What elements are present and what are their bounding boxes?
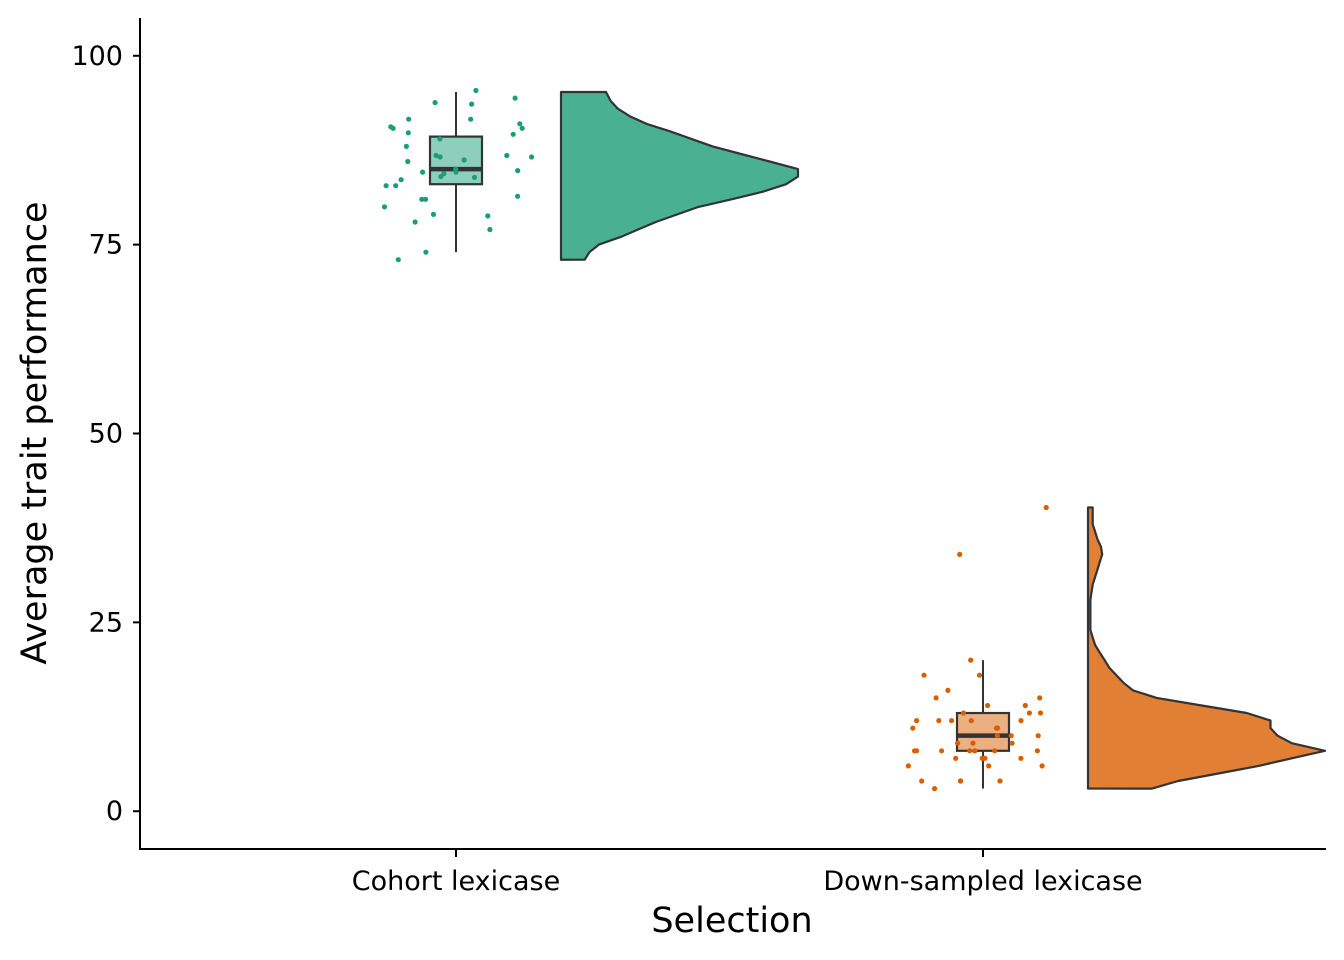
- data-point: [910, 725, 916, 731]
- data-point: [968, 657, 974, 663]
- data-point: [1037, 695, 1043, 701]
- y-tick-label: 0: [106, 796, 123, 827]
- y-tick-label: 50: [89, 419, 123, 450]
- data-point: [398, 177, 404, 183]
- data-point: [1043, 504, 1049, 511]
- data-point: [515, 193, 521, 199]
- data-point: [939, 748, 945, 754]
- data-point: [905, 763, 912, 769]
- boxplot-layer: [428, 92, 1011, 789]
- data-point: [953, 755, 959, 761]
- data-point: [423, 196, 429, 202]
- data-point: [469, 101, 475, 107]
- data-point: [395, 257, 401, 263]
- data-point: [945, 687, 951, 694]
- data-point: [992, 748, 998, 754]
- x-tick-label: Cohort lexicase: [352, 866, 560, 897]
- data-point: [433, 152, 439, 159]
- axes-layer: 0 25 50 75 100 Cohort lexicase Down-sampled l…: [71, 18, 1326, 897]
- box-iqr: [428, 135, 484, 186]
- data-point: [995, 725, 1001, 731]
- y-ticks: 0 25 50 75 100: [71, 41, 140, 827]
- data-point: [921, 672, 927, 678]
- data-point: [393, 183, 399, 189]
- data-point: [468, 116, 474, 122]
- data-point: [997, 778, 1003, 784]
- data-point: [430, 211, 437, 217]
- data-point: [432, 100, 438, 106]
- data-point: [405, 130, 411, 136]
- data-point: [461, 157, 467, 163]
- data-point: [1039, 763, 1045, 769]
- data-point: [510, 131, 516, 137]
- data-point: [438, 174, 444, 180]
- data-point: [1018, 718, 1024, 724]
- x-ticks: Cohort lexicase Down-sampled lexicase: [352, 849, 1143, 897]
- y-tick-label: 100: [71, 41, 123, 72]
- box-iqr: [955, 711, 1011, 752]
- y-tick-label: 75: [89, 230, 123, 261]
- x-tick-label: Down-sampled lexicase: [823, 866, 1142, 897]
- density-cloud: [559, 90, 800, 261]
- data-point: [976, 672, 983, 678]
- data-point: [419, 196, 425, 202]
- data-point: [383, 183, 389, 189]
- data-point: [1009, 740, 1015, 746]
- data-point: [1034, 748, 1040, 754]
- data-point: [1018, 755, 1024, 761]
- data-point: [949, 718, 955, 724]
- data-point: [1035, 733, 1041, 739]
- data-point: [423, 249, 429, 255]
- data-point: [529, 154, 535, 160]
- data-point: [485, 213, 491, 219]
- data-point: [437, 136, 443, 142]
- data-point: [406, 116, 412, 122]
- data-point: [967, 748, 973, 754]
- data-point: [473, 87, 479, 94]
- data-point: [955, 740, 961, 746]
- data-point: [519, 125, 525, 131]
- data-point: [957, 551, 963, 558]
- y-tick-label: 25: [89, 607, 123, 638]
- data-point: [487, 226, 493, 233]
- data-point: [933, 695, 939, 701]
- data-point: [914, 718, 920, 724]
- data-point: [512, 95, 518, 101]
- data-point: [517, 121, 523, 127]
- data-point: [437, 154, 443, 160]
- y-axis-title: Average trait performance: [15, 201, 55, 664]
- data-point: [960, 710, 967, 716]
- data-point: [936, 718, 942, 724]
- data-point: [1008, 733, 1014, 739]
- data-point: [1026, 710, 1032, 716]
- data-point: [453, 166, 459, 172]
- data-point: [985, 702, 991, 709]
- data-point: [932, 786, 938, 792]
- data-point: [420, 169, 426, 175]
- data-point: [982, 755, 988, 761]
- data-point: [515, 168, 521, 174]
- data-point: [471, 174, 478, 180]
- data-point: [994, 733, 1000, 739]
- data-point: [919, 778, 925, 784]
- data-point: [1037, 710, 1044, 716]
- data-point: [986, 763, 992, 769]
- data-point: [972, 748, 978, 754]
- x-axis-title: Selection: [651, 901, 812, 941]
- data-point: [1022, 702, 1028, 709]
- data-point: [968, 718, 974, 724]
- data-point: [405, 158, 411, 165]
- data-point: [403, 143, 409, 149]
- jitter-points-layer: [381, 87, 1049, 792]
- data-point: [970, 740, 976, 746]
- density-cloud: [1086, 506, 1327, 790]
- data-point: [390, 125, 396, 131]
- data-point: [412, 219, 418, 225]
- data-point: [911, 748, 918, 754]
- data-point: [381, 204, 388, 210]
- data-point: [958, 778, 964, 784]
- density-layer: [559, 90, 1327, 790]
- data-point: [504, 152, 510, 159]
